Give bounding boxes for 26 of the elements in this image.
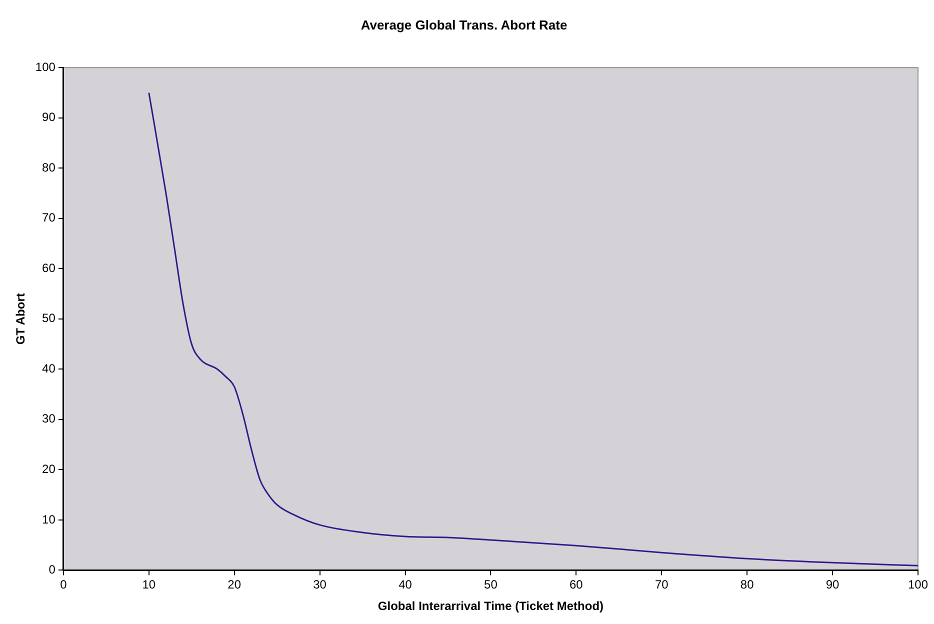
y-tick-label: 100 bbox=[35, 60, 56, 74]
x-tick-label: 90 bbox=[826, 578, 840, 592]
line-series bbox=[148, 92, 918, 566]
y-tick-label: 80 bbox=[42, 160, 56, 174]
y-tick-label: 50 bbox=[42, 311, 56, 326]
y-tick-label: 20 bbox=[42, 462, 56, 476]
y-axis-title: GT Abort bbox=[14, 293, 28, 345]
y-tick-label: 70 bbox=[42, 210, 56, 225]
chart-title: Average Global Trans. Abort Rate bbox=[360, 17, 568, 32]
x-tick-label: 0 bbox=[60, 578, 68, 592]
x-tick-label: 10 bbox=[142, 578, 156, 592]
x-tick-label: 20 bbox=[228, 578, 242, 592]
x-tick-label: 40 bbox=[398, 578, 412, 592]
x-axis-title: Global Interarrival Time (Ticket Method) bbox=[378, 599, 604, 614]
y-tick-label: 10 bbox=[42, 512, 56, 526]
x-tick-label: 50 bbox=[484, 578, 498, 592]
y-tick-label: 0 bbox=[48, 562, 56, 577]
y-tick-label: 40 bbox=[42, 361, 56, 376]
y-tick-label: 90 bbox=[42, 110, 56, 124]
x-tick-label: 30 bbox=[313, 578, 327, 592]
x-tick-label: 100 bbox=[908, 578, 928, 592]
y-tick-label: 30 bbox=[42, 412, 56, 426]
x-tick-label: 70 bbox=[654, 578, 669, 592]
x-tick-label: 60 bbox=[569, 578, 584, 592]
x-tick-label: 80 bbox=[740, 578, 754, 592]
y-tick-label: 60 bbox=[42, 260, 56, 275]
